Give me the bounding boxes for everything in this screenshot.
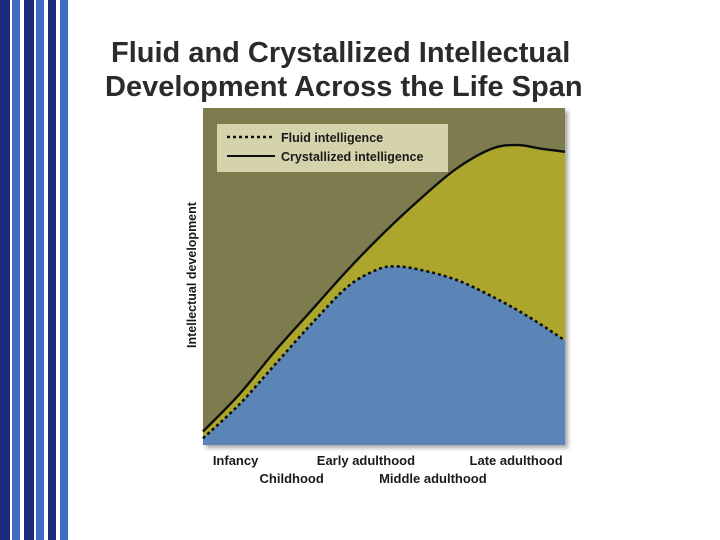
series-line-crystallized [202,143,566,433]
x-tick-label: Infancy [213,453,259,468]
x-tick-label: Late adulthood [470,453,563,468]
x-tick-label: Childhood [260,471,324,486]
slide-title: Fluid and Crystallized Intellectual Deve… [105,36,685,104]
stripe [24,0,34,540]
stripe [36,0,44,540]
stripe [12,0,20,540]
x-tick-label: Middle adulthood [379,471,487,486]
x-tick-label: Early adulthood [317,453,415,468]
stripe [48,0,56,540]
legend: Fluid intelligence Crystallized intellig… [217,124,448,172]
y-axis-label: Intellectual development [185,201,199,348]
title-line-1: Fluid and Crystallized Intellectual [111,37,571,69]
legend-label-fluid: Fluid intelligence [281,131,383,145]
stripe [0,0,10,540]
stripe [60,0,68,540]
decorative-stripes [0,0,68,540]
legend-label-crystallized: Crystallized intelligence [281,150,423,164]
series-line-fluid [202,265,566,440]
legend-box [217,124,448,172]
fluid-area [203,266,565,445]
title-line-2: Development Across the Life Span [105,71,583,103]
